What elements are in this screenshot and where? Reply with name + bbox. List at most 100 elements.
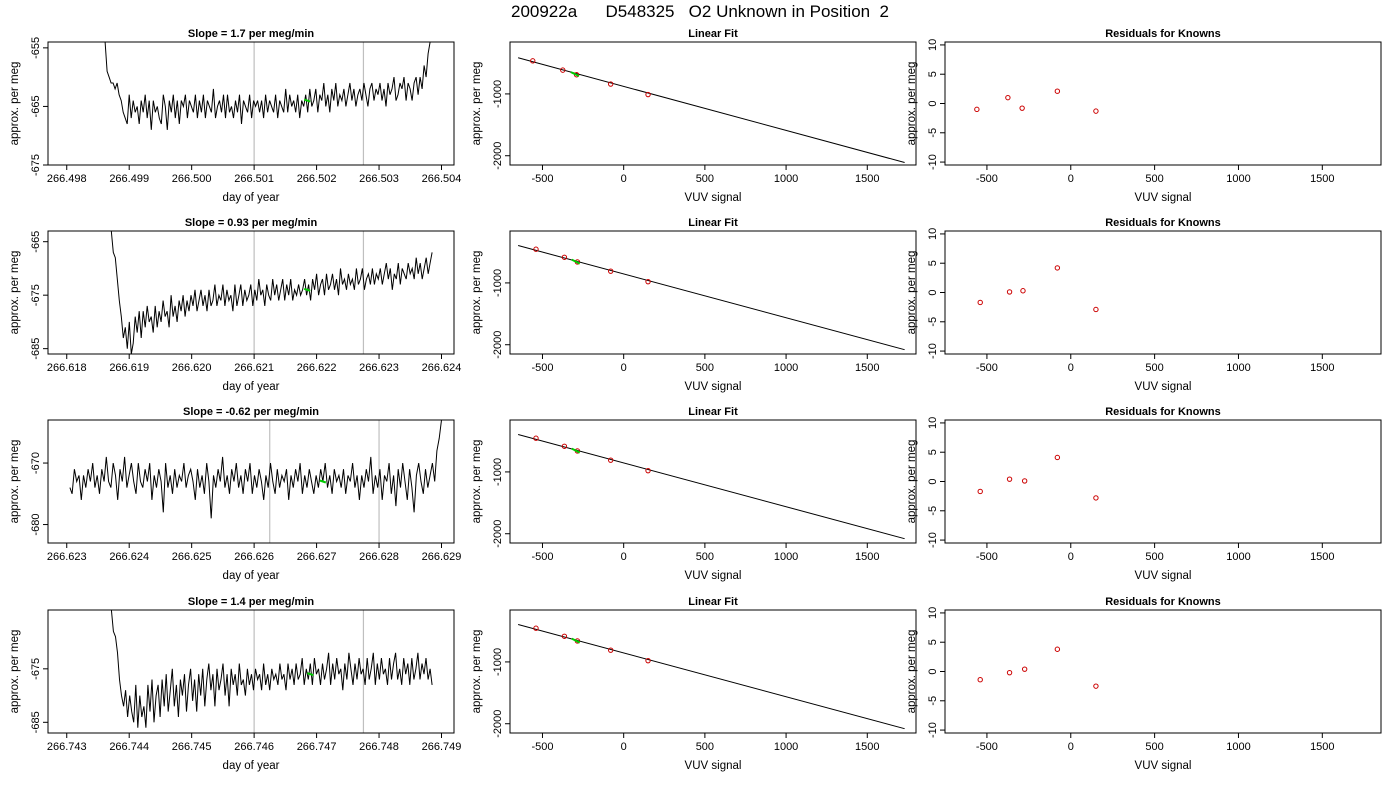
- x-tick-label: 500: [696, 741, 714, 753]
- x-tick-label: 1000: [1226, 362, 1250, 374]
- x-tick-label: 266.498: [47, 173, 87, 185]
- plot-area: [977, 265, 1099, 313]
- known-point: [561, 254, 568, 260]
- y-tick-label: -2000: [492, 710, 504, 738]
- series-line: [69, 420, 442, 519]
- panel-1: Slope = 1.7 per meg/min day of year approx…: [9, 28, 461, 204]
- known-point: [560, 67, 566, 73]
- panel-title: Linear Fit: [688, 217, 738, 229]
- highlight-segment: [319, 479, 327, 484]
- x-tick-label: 266.503: [359, 173, 399, 185]
- plot-area: [517, 245, 905, 351]
- y-tick-label: -655: [30, 37, 42, 59]
- plot-frame: [47, 609, 455, 734]
- x-tick-label: 1000: [1226, 173, 1250, 185]
- y-tick-label: -670: [30, 452, 42, 474]
- x-tick-label: 0: [621, 173, 627, 185]
- y-tick-label: -685: [30, 338, 42, 360]
- known-point: [607, 457, 614, 463]
- residual-point: [1021, 478, 1028, 484]
- residual-point: [1054, 646, 1061, 652]
- residual-point: [1005, 94, 1011, 101]
- unknown-point: [571, 447, 581, 454]
- x-tick-label: 266.624: [109, 551, 149, 563]
- y-tick-label: -1000: [492, 80, 504, 108]
- fit-line: [517, 434, 905, 540]
- x-tick-label: 266.747: [297, 741, 337, 753]
- x-axis-label: VUV signal: [685, 381, 742, 393]
- x-tick-label: 1500: [855, 741, 879, 753]
- y-tick-label: -680: [30, 514, 42, 536]
- y-tick-label: -675: [30, 154, 42, 176]
- y-tick-label: -665: [30, 95, 42, 117]
- x-tick-label: -500: [976, 741, 998, 753]
- residual-point: [1054, 88, 1061, 94]
- x-tick-label: 266.625: [172, 551, 212, 563]
- residual-point: [1093, 495, 1099, 501]
- y-axis-label: approx. per meg: [9, 62, 21, 146]
- x-tick-label: 0: [1068, 741, 1074, 753]
- x-tick-label: 0: [1068, 173, 1074, 185]
- plot-frame: [944, 41, 1382, 166]
- y-tick-label: -5: [927, 506, 939, 516]
- known-point: [645, 657, 651, 664]
- unknown-point: [571, 258, 581, 265]
- plot-area: [107, 231, 433, 354]
- x-tick-label: -500: [531, 173, 553, 185]
- plot-frame: [509, 609, 917, 734]
- plot-frame: [944, 230, 1382, 355]
- y-axis-label: approx. per meg: [906, 630, 918, 714]
- y-axis-label: approx. per meg: [9, 251, 21, 335]
- panel-title: Linear Fit: [688, 596, 738, 608]
- residual-point: [1093, 683, 1099, 689]
- x-tick-label: 1000: [774, 741, 798, 753]
- x-tick-label: 266.623: [359, 362, 399, 374]
- x-tick-label: 0: [621, 741, 627, 753]
- known-point: [561, 633, 568, 639]
- panel-title: Slope = 1.4 per meg/min: [188, 596, 315, 608]
- x-tick-label: 266.749: [422, 741, 462, 753]
- y-tick-label: -1000: [492, 269, 504, 297]
- residual-point: [1054, 265, 1061, 271]
- y-tick-label: -675: [30, 658, 42, 680]
- plot-area: [107, 610, 433, 733]
- highlight-segment: [307, 672, 314, 677]
- panel-9: Residuals for Knowns VUV signal approx. pe…: [906, 406, 1382, 582]
- residual-point: [977, 677, 983, 683]
- known-point: [561, 443, 568, 449]
- x-axis-label: VUV signal: [1135, 192, 1192, 204]
- plot-frame: [944, 419, 1382, 544]
- x-tick-label: 266.622: [297, 362, 337, 374]
- fit-line: [517, 245, 905, 351]
- y-tick-label: -2000: [492, 142, 504, 170]
- y-tick-label: 0: [927, 100, 939, 106]
- panel-12: Residuals for Knowns VUV signal approx. pe…: [906, 596, 1382, 772]
- panel-6: Residuals for Knowns VUV signal approx. pe…: [906, 217, 1382, 393]
- panel-title: Slope = 0.93 per meg/min: [185, 217, 318, 229]
- y-tick-label: -10: [927, 532, 939, 548]
- x-tick-label: -500: [976, 551, 998, 563]
- x-tick-label: 1500: [1310, 362, 1334, 374]
- plot-area: [977, 454, 1099, 501]
- plot-frame: [944, 609, 1382, 734]
- x-axis-label: day of year: [223, 192, 280, 204]
- x-tick-label: 266.744: [109, 741, 149, 753]
- y-tick-label: -2000: [492, 520, 504, 548]
- residual-point: [974, 106, 980, 113]
- x-tick-label: 266.627: [297, 551, 337, 563]
- y-tick-label: -685: [30, 711, 42, 733]
- x-tick-label: 0: [621, 551, 627, 563]
- x-tick-label: 0: [1068, 362, 1074, 374]
- x-tick-label: 1000: [1226, 741, 1250, 753]
- plot-frame: [509, 41, 917, 166]
- y-tick-label: 0: [927, 478, 939, 484]
- x-tick-label: 266.618: [47, 362, 87, 374]
- x-tick-label: 266.619: [109, 362, 149, 374]
- panel-3: Residuals for Knowns VUV signal approx. pe…: [906, 28, 1382, 204]
- x-tick-label: 266.501: [234, 173, 274, 185]
- known-point: [645, 91, 651, 98]
- x-tick-label: 1000: [774, 173, 798, 185]
- plot-frame: [509, 230, 917, 355]
- residual-point: [977, 299, 983, 306]
- x-tick-label: 500: [696, 173, 714, 185]
